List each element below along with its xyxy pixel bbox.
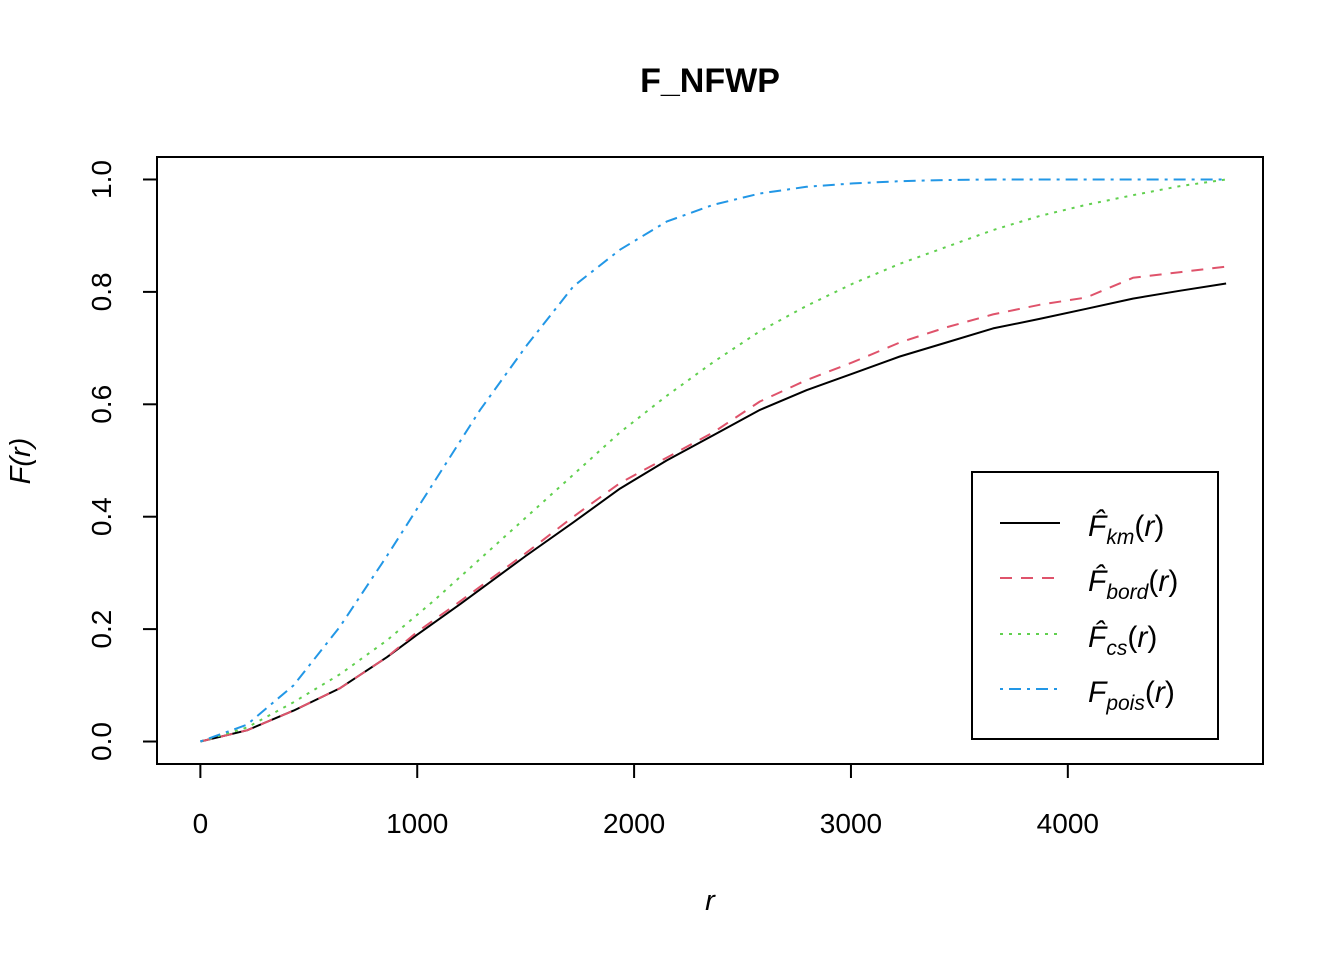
x-axis-label: r xyxy=(705,885,716,917)
y-tick-label: 0.6 xyxy=(86,385,117,424)
series-line-cs xyxy=(200,178,1227,743)
y-tick-label: 0.0 xyxy=(86,722,117,761)
x-tick-label: 0 xyxy=(193,808,209,839)
legend-label-km: F̂km(r) xyxy=(1088,510,1164,549)
legend-label-cs: F̂cs(r) xyxy=(1088,621,1157,660)
y-axis-label: F(r) xyxy=(5,438,37,485)
y-tick-label: 0.2 xyxy=(86,610,117,649)
x-axis: 0 1000 2000 3000 4000 xyxy=(193,763,1099,839)
series-line-bord xyxy=(200,265,1227,743)
legend-box xyxy=(971,471,1219,740)
legend-label-bord: F̂bord(r) xyxy=(1088,565,1178,604)
series-layer xyxy=(200,178,1227,743)
series-line-km xyxy=(200,282,1227,743)
y-tick-label: 0.8 xyxy=(86,272,117,311)
x-tick-label: 2000 xyxy=(603,808,665,839)
x-tick-label: 4000 xyxy=(1037,808,1099,839)
y-tick-label: 1.0 xyxy=(86,160,117,199)
legend-label-pois: Fpois(r) xyxy=(1088,676,1175,715)
x-tick-label: 3000 xyxy=(820,808,882,839)
y-tick-label: 0.4 xyxy=(86,497,117,536)
legend: F̂km(r) F̂bord(r) F̂cs(r) Fpois(r) xyxy=(971,471,1219,740)
x-tick-label: 1000 xyxy=(386,808,448,839)
y-axis: 0.0 0.2 0.4 0.6 0.8 1.0 xyxy=(86,160,158,761)
chart-title: F_NFWP xyxy=(640,62,780,100)
